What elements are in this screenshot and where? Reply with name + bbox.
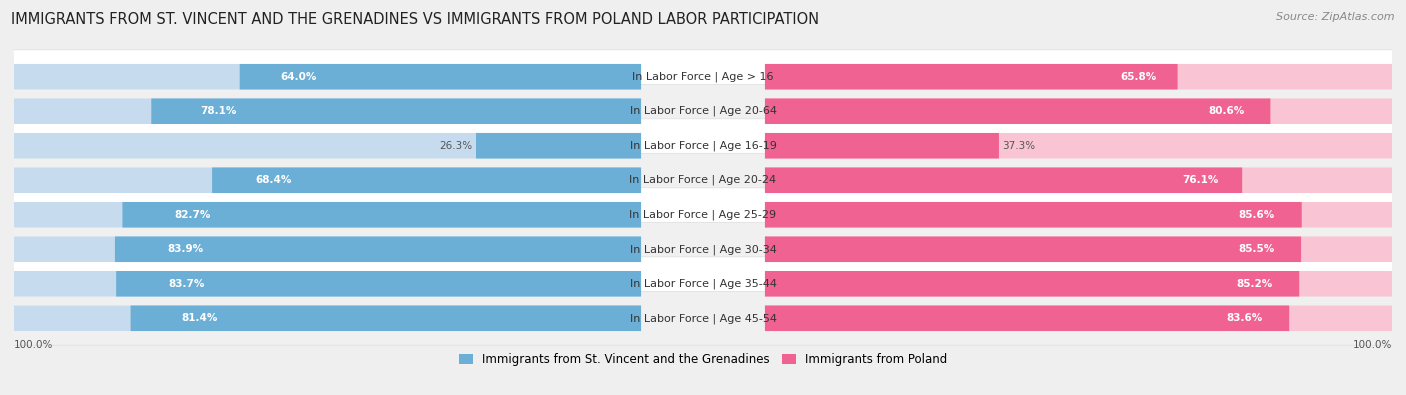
- FancyBboxPatch shape: [765, 202, 1392, 228]
- FancyBboxPatch shape: [765, 133, 1392, 158]
- FancyBboxPatch shape: [765, 237, 1301, 262]
- FancyBboxPatch shape: [8, 188, 1398, 242]
- Text: 83.9%: 83.9%: [167, 244, 204, 254]
- Text: In Labor Force | Age 30-34: In Labor Force | Age 30-34: [630, 244, 776, 254]
- Text: 76.1%: 76.1%: [1182, 175, 1218, 185]
- Text: 78.1%: 78.1%: [200, 106, 236, 116]
- Text: 85.2%: 85.2%: [1236, 279, 1272, 289]
- FancyBboxPatch shape: [765, 98, 1392, 124]
- FancyBboxPatch shape: [765, 271, 1392, 297]
- Text: 85.6%: 85.6%: [1239, 210, 1275, 220]
- Text: In Labor Force | Age > 16: In Labor Force | Age > 16: [633, 71, 773, 82]
- Text: 100.0%: 100.0%: [14, 340, 53, 350]
- Text: In Labor Force | Age 35-44: In Labor Force | Age 35-44: [630, 278, 776, 289]
- FancyBboxPatch shape: [122, 202, 641, 228]
- Text: In Labor Force | Age 25-29: In Labor Force | Age 25-29: [630, 209, 776, 220]
- FancyBboxPatch shape: [765, 202, 1302, 228]
- Text: In Labor Force | Age 16-19: In Labor Force | Age 16-19: [630, 141, 776, 151]
- Text: 68.4%: 68.4%: [254, 175, 291, 185]
- FancyBboxPatch shape: [14, 271, 641, 297]
- FancyBboxPatch shape: [477, 133, 641, 158]
- FancyBboxPatch shape: [8, 222, 1398, 276]
- FancyBboxPatch shape: [14, 98, 641, 124]
- Text: 100.0%: 100.0%: [1353, 340, 1392, 350]
- FancyBboxPatch shape: [765, 305, 1392, 331]
- FancyBboxPatch shape: [765, 271, 1299, 297]
- Text: 26.3%: 26.3%: [440, 141, 472, 151]
- FancyBboxPatch shape: [152, 98, 641, 124]
- FancyBboxPatch shape: [8, 292, 1398, 345]
- FancyBboxPatch shape: [14, 64, 641, 90]
- Text: In Labor Force | Age 45-54: In Labor Force | Age 45-54: [630, 313, 776, 324]
- FancyBboxPatch shape: [14, 133, 641, 158]
- FancyBboxPatch shape: [765, 305, 1289, 331]
- Text: Source: ZipAtlas.com: Source: ZipAtlas.com: [1277, 12, 1395, 22]
- FancyBboxPatch shape: [8, 84, 1398, 138]
- Text: 85.5%: 85.5%: [1237, 244, 1274, 254]
- FancyBboxPatch shape: [765, 98, 1271, 124]
- FancyBboxPatch shape: [765, 64, 1178, 90]
- FancyBboxPatch shape: [8, 119, 1398, 173]
- Text: In Labor Force | Age 20-64: In Labor Force | Age 20-64: [630, 106, 776, 117]
- Text: 82.7%: 82.7%: [174, 210, 211, 220]
- FancyBboxPatch shape: [8, 50, 1398, 103]
- Text: In Labor Force | Age 20-24: In Labor Force | Age 20-24: [630, 175, 776, 186]
- FancyBboxPatch shape: [131, 305, 641, 331]
- FancyBboxPatch shape: [8, 257, 1398, 311]
- FancyBboxPatch shape: [14, 237, 641, 262]
- Text: 37.3%: 37.3%: [1002, 141, 1035, 151]
- FancyBboxPatch shape: [765, 237, 1392, 262]
- FancyBboxPatch shape: [14, 167, 641, 193]
- FancyBboxPatch shape: [239, 64, 641, 90]
- Text: 80.6%: 80.6%: [1209, 106, 1246, 116]
- FancyBboxPatch shape: [117, 271, 641, 297]
- FancyBboxPatch shape: [765, 167, 1392, 193]
- FancyBboxPatch shape: [765, 167, 1241, 193]
- Legend: Immigrants from St. Vincent and the Grenadines, Immigrants from Poland: Immigrants from St. Vincent and the Gren…: [458, 353, 948, 366]
- FancyBboxPatch shape: [115, 237, 641, 262]
- Text: 83.7%: 83.7%: [169, 279, 205, 289]
- FancyBboxPatch shape: [8, 153, 1398, 207]
- FancyBboxPatch shape: [765, 133, 998, 158]
- FancyBboxPatch shape: [14, 202, 641, 228]
- Text: 81.4%: 81.4%: [181, 313, 218, 323]
- FancyBboxPatch shape: [212, 167, 641, 193]
- FancyBboxPatch shape: [765, 64, 1392, 90]
- Text: 83.6%: 83.6%: [1226, 313, 1263, 323]
- Text: 64.0%: 64.0%: [280, 72, 316, 82]
- FancyBboxPatch shape: [14, 305, 641, 331]
- Text: IMMIGRANTS FROM ST. VINCENT AND THE GRENADINES VS IMMIGRANTS FROM POLAND LABOR P: IMMIGRANTS FROM ST. VINCENT AND THE GREN…: [11, 12, 820, 27]
- Text: 65.8%: 65.8%: [1121, 72, 1157, 82]
